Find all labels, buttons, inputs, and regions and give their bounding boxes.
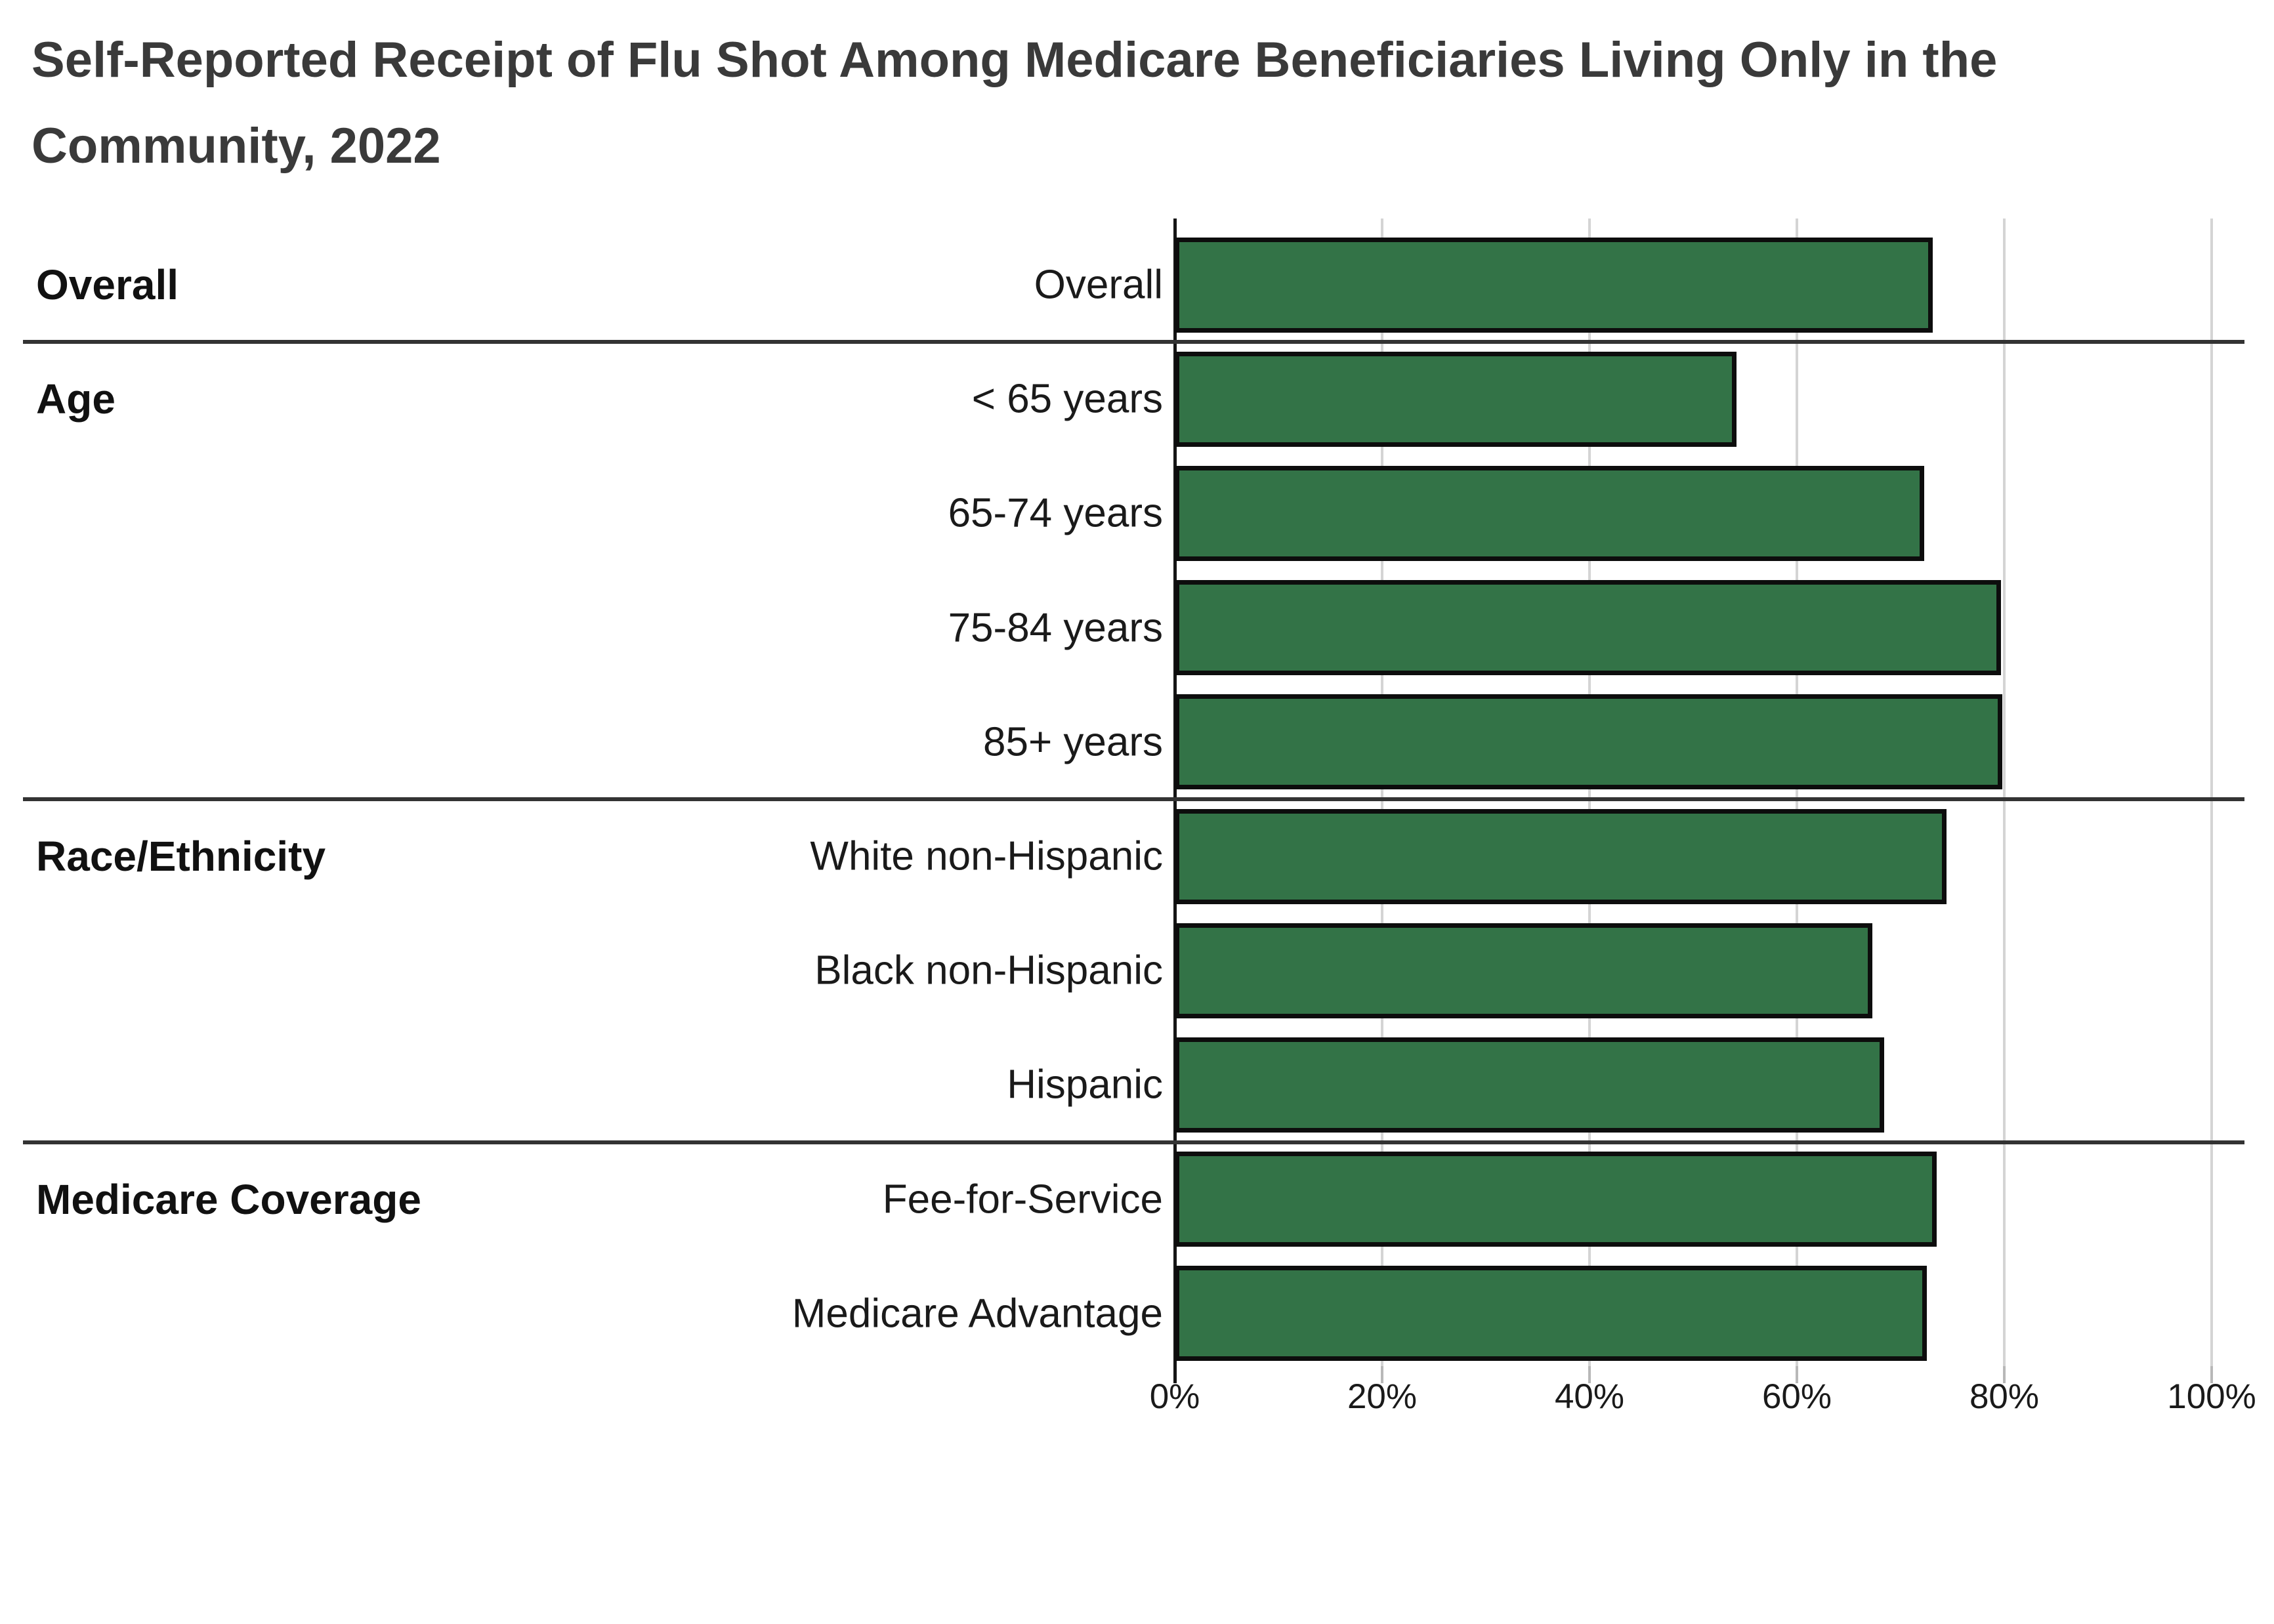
row-label-65-years: < 65 years [971,376,1163,422]
row-label-65-74-years: 65-74 years [948,490,1163,536]
row-label-85-years: 85+ years [982,719,1163,765]
row-label-white-non-hispanic: White non-Hispanic [810,833,1163,879]
chart-title-line-1: Self-Reported Receipt of Flu Shot Among … [32,32,1998,88]
gridline-40 [1588,219,1591,1366]
chart-title: Self-Reported Receipt of Flu Shot Among … [32,17,1997,189]
section-divider-3 [23,1140,2244,1144]
bar-black-non-hispanic [1175,923,1872,1018]
bar-medicare-advantage [1175,1266,1927,1362]
row-label-overall: Overall [1034,262,1163,308]
row-label-fee-for-service: Fee-for-Service [882,1176,1163,1222]
row-label-75-84-years: 75-84 years [948,605,1163,651]
group-label-medicare-coverage: Medicare Coverage [36,1175,421,1223]
section-divider-1 [23,340,2244,344]
bar-75-84-years [1175,580,2001,676]
gridline-100 [2210,219,2213,1366]
x-tick-100 [2210,1366,2213,1383]
bar-65-74-years [1175,465,1924,561]
group-label-overall: Overall [36,261,179,308]
bar-overall [1175,237,1933,333]
x-tick-20 [1381,1366,1383,1383]
row-label-hispanic: Hispanic [1007,1062,1163,1108]
x-axis-label-100: 100% [2167,1377,2256,1416]
group-label-age: Age [36,375,116,423]
x-axis-label-60: 60% [1761,1377,1832,1416]
chart-title-line-2: Community, 2022 [32,118,441,174]
bar-fee-for-service [1175,1152,1937,1247]
x-tick-80 [2003,1366,2006,1383]
x-axis-label-80: 80% [1969,1377,2040,1416]
group-label-race-ethnicity: Race/Ethnicity [36,833,326,880]
section-divider-2 [23,797,2244,801]
gridline-80 [2003,219,2006,1366]
x-tick-40 [1588,1366,1591,1383]
gridline-60 [1796,219,1798,1366]
bar-65-years [1175,351,1737,447]
x-axis-label-0: 0% [1149,1377,1200,1416]
x-axis-label-20: 20% [1347,1377,1418,1416]
row-label-medicare-advantage: Medicare Advantage [791,1291,1163,1337]
bar-85-years [1175,694,2002,790]
x-axis-label-40: 40% [1554,1377,1625,1416]
row-label-black-non-hispanic: Black non-Hispanic [814,947,1163,993]
bar-white-non-hispanic [1175,808,1947,904]
bar-hispanic [1175,1037,1884,1133]
x-tick-60 [1796,1366,1798,1383]
gridline-20 [1381,219,1383,1366]
